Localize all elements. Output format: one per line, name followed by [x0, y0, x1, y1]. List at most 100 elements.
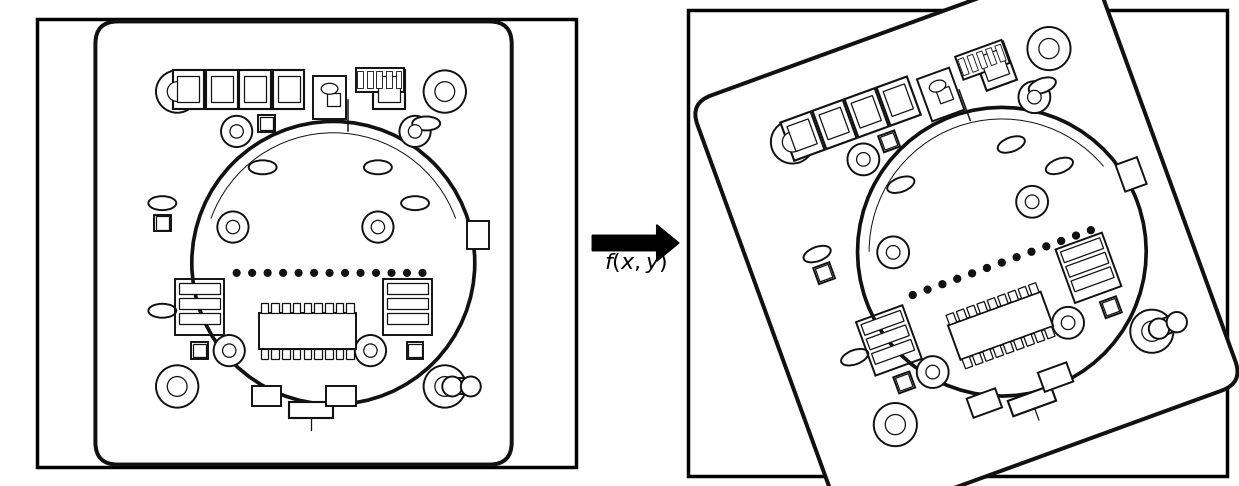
Circle shape: [877, 236, 909, 268]
Bar: [957, 309, 966, 321]
Bar: [1038, 363, 1073, 392]
Bar: [172, 69, 204, 109]
Circle shape: [264, 270, 271, 276]
Bar: [1056, 233, 1121, 303]
Circle shape: [1130, 310, 1173, 353]
Bar: [387, 71, 392, 88]
Circle shape: [1027, 90, 1041, 104]
FancyBboxPatch shape: [688, 10, 1227, 476]
Circle shape: [372, 220, 384, 234]
Circle shape: [227, 220, 239, 234]
Ellipse shape: [321, 83, 338, 94]
Bar: [955, 40, 1010, 80]
Circle shape: [424, 365, 466, 408]
Bar: [259, 313, 356, 348]
Bar: [1103, 298, 1120, 316]
Bar: [815, 264, 833, 282]
Bar: [271, 348, 279, 359]
Circle shape: [954, 276, 960, 282]
Circle shape: [213, 335, 245, 366]
Bar: [156, 216, 169, 230]
Bar: [347, 348, 354, 359]
Bar: [1070, 267, 1114, 292]
Bar: [193, 344, 206, 357]
Bar: [987, 298, 997, 310]
Bar: [861, 311, 904, 335]
Circle shape: [435, 82, 455, 102]
Bar: [260, 348, 268, 359]
Circle shape: [249, 270, 255, 276]
Circle shape: [311, 270, 317, 276]
Ellipse shape: [929, 80, 945, 92]
Circle shape: [399, 116, 431, 147]
Circle shape: [357, 270, 364, 276]
Bar: [1007, 290, 1018, 302]
Bar: [1035, 330, 1044, 343]
Bar: [1061, 238, 1104, 263]
Bar: [917, 68, 964, 122]
Bar: [976, 51, 987, 69]
Ellipse shape: [841, 349, 869, 365]
Circle shape: [362, 211, 394, 243]
Circle shape: [230, 125, 243, 138]
Circle shape: [917, 356, 949, 388]
Circle shape: [1026, 195, 1040, 208]
Bar: [813, 100, 856, 149]
Bar: [304, 303, 311, 313]
Circle shape: [156, 70, 198, 113]
FancyArrow shape: [592, 225, 679, 261]
Circle shape: [223, 344, 235, 357]
Circle shape: [939, 281, 945, 288]
Bar: [958, 58, 969, 76]
Circle shape: [969, 270, 975, 277]
Circle shape: [1027, 27, 1070, 70]
Bar: [312, 76, 346, 120]
Bar: [985, 48, 997, 66]
FancyBboxPatch shape: [95, 21, 512, 465]
Circle shape: [1018, 81, 1051, 113]
Ellipse shape: [364, 160, 392, 174]
Circle shape: [442, 377, 462, 397]
Circle shape: [354, 335, 387, 366]
Bar: [387, 313, 429, 324]
Ellipse shape: [1046, 157, 1073, 174]
Circle shape: [885, 415, 906, 434]
Bar: [1115, 157, 1146, 191]
Bar: [995, 44, 1006, 62]
Bar: [878, 130, 900, 152]
Ellipse shape: [887, 176, 914, 193]
Bar: [406, 342, 424, 359]
Circle shape: [1142, 321, 1162, 341]
Circle shape: [1062, 316, 1075, 330]
Circle shape: [1149, 318, 1170, 339]
Circle shape: [280, 270, 286, 276]
Bar: [258, 115, 275, 132]
Circle shape: [435, 377, 455, 397]
Bar: [983, 349, 994, 361]
Circle shape: [326, 270, 333, 276]
Bar: [881, 133, 898, 150]
Bar: [178, 313, 221, 324]
Ellipse shape: [149, 196, 176, 210]
Bar: [260, 117, 273, 130]
Bar: [1066, 252, 1109, 277]
Bar: [191, 342, 208, 359]
Bar: [851, 96, 881, 128]
Circle shape: [1014, 254, 1020, 260]
Bar: [292, 303, 300, 313]
Circle shape: [1038, 38, 1059, 59]
Circle shape: [999, 259, 1005, 266]
Circle shape: [295, 270, 302, 276]
Bar: [893, 371, 916, 393]
Bar: [937, 87, 954, 104]
Bar: [273, 69, 305, 109]
Bar: [409, 344, 421, 357]
Bar: [325, 91, 342, 108]
Bar: [292, 348, 300, 359]
Bar: [244, 76, 266, 102]
Circle shape: [1088, 227, 1094, 234]
Ellipse shape: [1028, 77, 1056, 94]
Circle shape: [409, 125, 421, 138]
Circle shape: [857, 107, 1146, 396]
Circle shape: [156, 365, 198, 408]
